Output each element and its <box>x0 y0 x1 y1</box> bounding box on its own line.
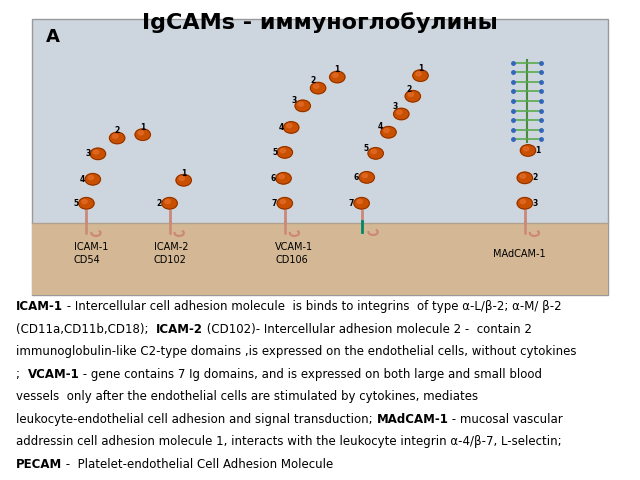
Circle shape <box>82 200 87 204</box>
Circle shape <box>88 176 93 180</box>
Circle shape <box>413 70 428 81</box>
Circle shape <box>287 124 292 128</box>
FancyBboxPatch shape <box>32 224 608 295</box>
Text: - mucosal vascular: - mucosal vascular <box>448 413 563 426</box>
Circle shape <box>165 200 170 204</box>
Text: leukocyte-endothelial cell adhesion and signal transduction;: leukocyte-endothelial cell adhesion and … <box>16 413 376 426</box>
Text: 2: 2 <box>310 76 316 85</box>
Text: 7: 7 <box>349 199 354 208</box>
Circle shape <box>113 134 118 138</box>
Text: MAdCAM-1: MAdCAM-1 <box>376 413 448 426</box>
Text: ICAM-1
CD54: ICAM-1 CD54 <box>74 242 108 265</box>
Text: 3: 3 <box>392 102 397 111</box>
Text: A: A <box>46 28 60 46</box>
Text: addressin cell adhesion molecule 1, interacts with the leukocyte integrin α-4/β-: addressin cell adhesion molecule 1, inte… <box>16 435 562 448</box>
Text: 1: 1 <box>536 146 541 155</box>
Circle shape <box>416 72 421 76</box>
Circle shape <box>90 148 106 159</box>
Circle shape <box>179 177 184 180</box>
Circle shape <box>135 129 150 140</box>
Circle shape <box>109 132 125 144</box>
Text: (CD102)- Intercellular adhesion molecule 2 -  contain 2: (CD102)- Intercellular adhesion molecule… <box>203 323 532 336</box>
Circle shape <box>314 84 319 88</box>
Circle shape <box>405 90 420 102</box>
Circle shape <box>517 198 532 209</box>
Text: 2: 2 <box>115 126 120 135</box>
Text: 4: 4 <box>80 175 85 184</box>
Circle shape <box>359 172 374 183</box>
Text: 5: 5 <box>74 199 79 208</box>
Text: PECAM: PECAM <box>16 458 62 471</box>
Circle shape <box>276 173 291 184</box>
Text: MAdCAM-1: MAdCAM-1 <box>493 249 545 259</box>
Text: 1: 1 <box>140 123 145 132</box>
Text: IgCAMs - иммуноглобулины: IgCAMs - иммуноглобулины <box>142 12 498 33</box>
Circle shape <box>354 198 369 209</box>
Text: - gene contains 7 Ig domains, and is expressed on both large and small blood: - gene contains 7 Ig domains, and is exp… <box>79 368 542 381</box>
Text: 4: 4 <box>278 123 284 132</box>
Circle shape <box>138 131 143 135</box>
Circle shape <box>279 175 284 179</box>
Text: 2: 2 <box>157 199 162 208</box>
Text: 1: 1 <box>181 168 186 178</box>
Text: ICAM-1: ICAM-1 <box>16 300 63 313</box>
Text: ;: ; <box>16 368 28 381</box>
Circle shape <box>397 110 402 114</box>
Circle shape <box>524 147 529 151</box>
Text: (CD11a,CD11b,CD18);: (CD11a,CD11b,CD18); <box>16 323 156 336</box>
Circle shape <box>330 72 345 83</box>
Text: 1: 1 <box>335 65 340 74</box>
Circle shape <box>284 122 299 133</box>
Circle shape <box>520 200 525 204</box>
FancyBboxPatch shape <box>32 19 608 295</box>
Circle shape <box>277 198 292 209</box>
Circle shape <box>93 150 99 154</box>
Circle shape <box>357 200 362 204</box>
Circle shape <box>371 150 376 154</box>
Text: vessels  only after the endothelial cells are stimulated by cytokines, mediates: vessels only after the endothelial cells… <box>16 390 478 403</box>
Text: 1: 1 <box>418 64 423 73</box>
Circle shape <box>310 83 326 94</box>
Text: VCAM-1: VCAM-1 <box>28 368 79 381</box>
Text: 6: 6 <box>271 174 276 183</box>
Text: - Intercellular cell adhesion molecule  is binds to integrins  of type α-L/β-2; : - Intercellular cell adhesion molecule i… <box>63 300 562 313</box>
Circle shape <box>394 108 409 120</box>
Circle shape <box>333 73 338 77</box>
Circle shape <box>520 174 525 178</box>
Text: 2: 2 <box>406 84 412 94</box>
Text: 2: 2 <box>532 173 538 182</box>
Text: 3: 3 <box>532 199 538 208</box>
Circle shape <box>280 149 285 153</box>
Text: 5: 5 <box>272 148 277 157</box>
Circle shape <box>277 147 292 158</box>
Text: 3: 3 <box>291 96 296 105</box>
Text: 3: 3 <box>85 149 90 158</box>
Text: 7: 7 <box>272 199 277 208</box>
Circle shape <box>368 148 383 159</box>
Text: ICAM-2: ICAM-2 <box>156 323 203 336</box>
Circle shape <box>381 127 396 138</box>
Text: VCAM-1
CD106: VCAM-1 CD106 <box>275 242 314 265</box>
Circle shape <box>162 198 177 209</box>
Text: immunoglobulin-like C2-type domains ,is expressed on the endothelial cells, with: immunoglobulin-like C2-type domains ,is … <box>16 345 577 358</box>
Text: 6: 6 <box>354 173 359 182</box>
Circle shape <box>295 100 310 112</box>
Circle shape <box>280 200 285 204</box>
Circle shape <box>384 129 389 132</box>
Circle shape <box>517 172 532 184</box>
Circle shape <box>520 145 536 156</box>
Text: ICAM-2
CD102: ICAM-2 CD102 <box>154 242 188 265</box>
Circle shape <box>79 198 94 209</box>
Text: 5: 5 <box>364 144 369 153</box>
Circle shape <box>85 174 100 185</box>
Text: -  Platelet-endothelial Cell Adhesion Molecule: - Platelet-endothelial Cell Adhesion Mol… <box>62 458 333 471</box>
Circle shape <box>408 93 413 96</box>
Circle shape <box>176 175 191 186</box>
Circle shape <box>298 102 303 106</box>
Circle shape <box>362 174 367 178</box>
Text: 4: 4 <box>378 121 383 131</box>
